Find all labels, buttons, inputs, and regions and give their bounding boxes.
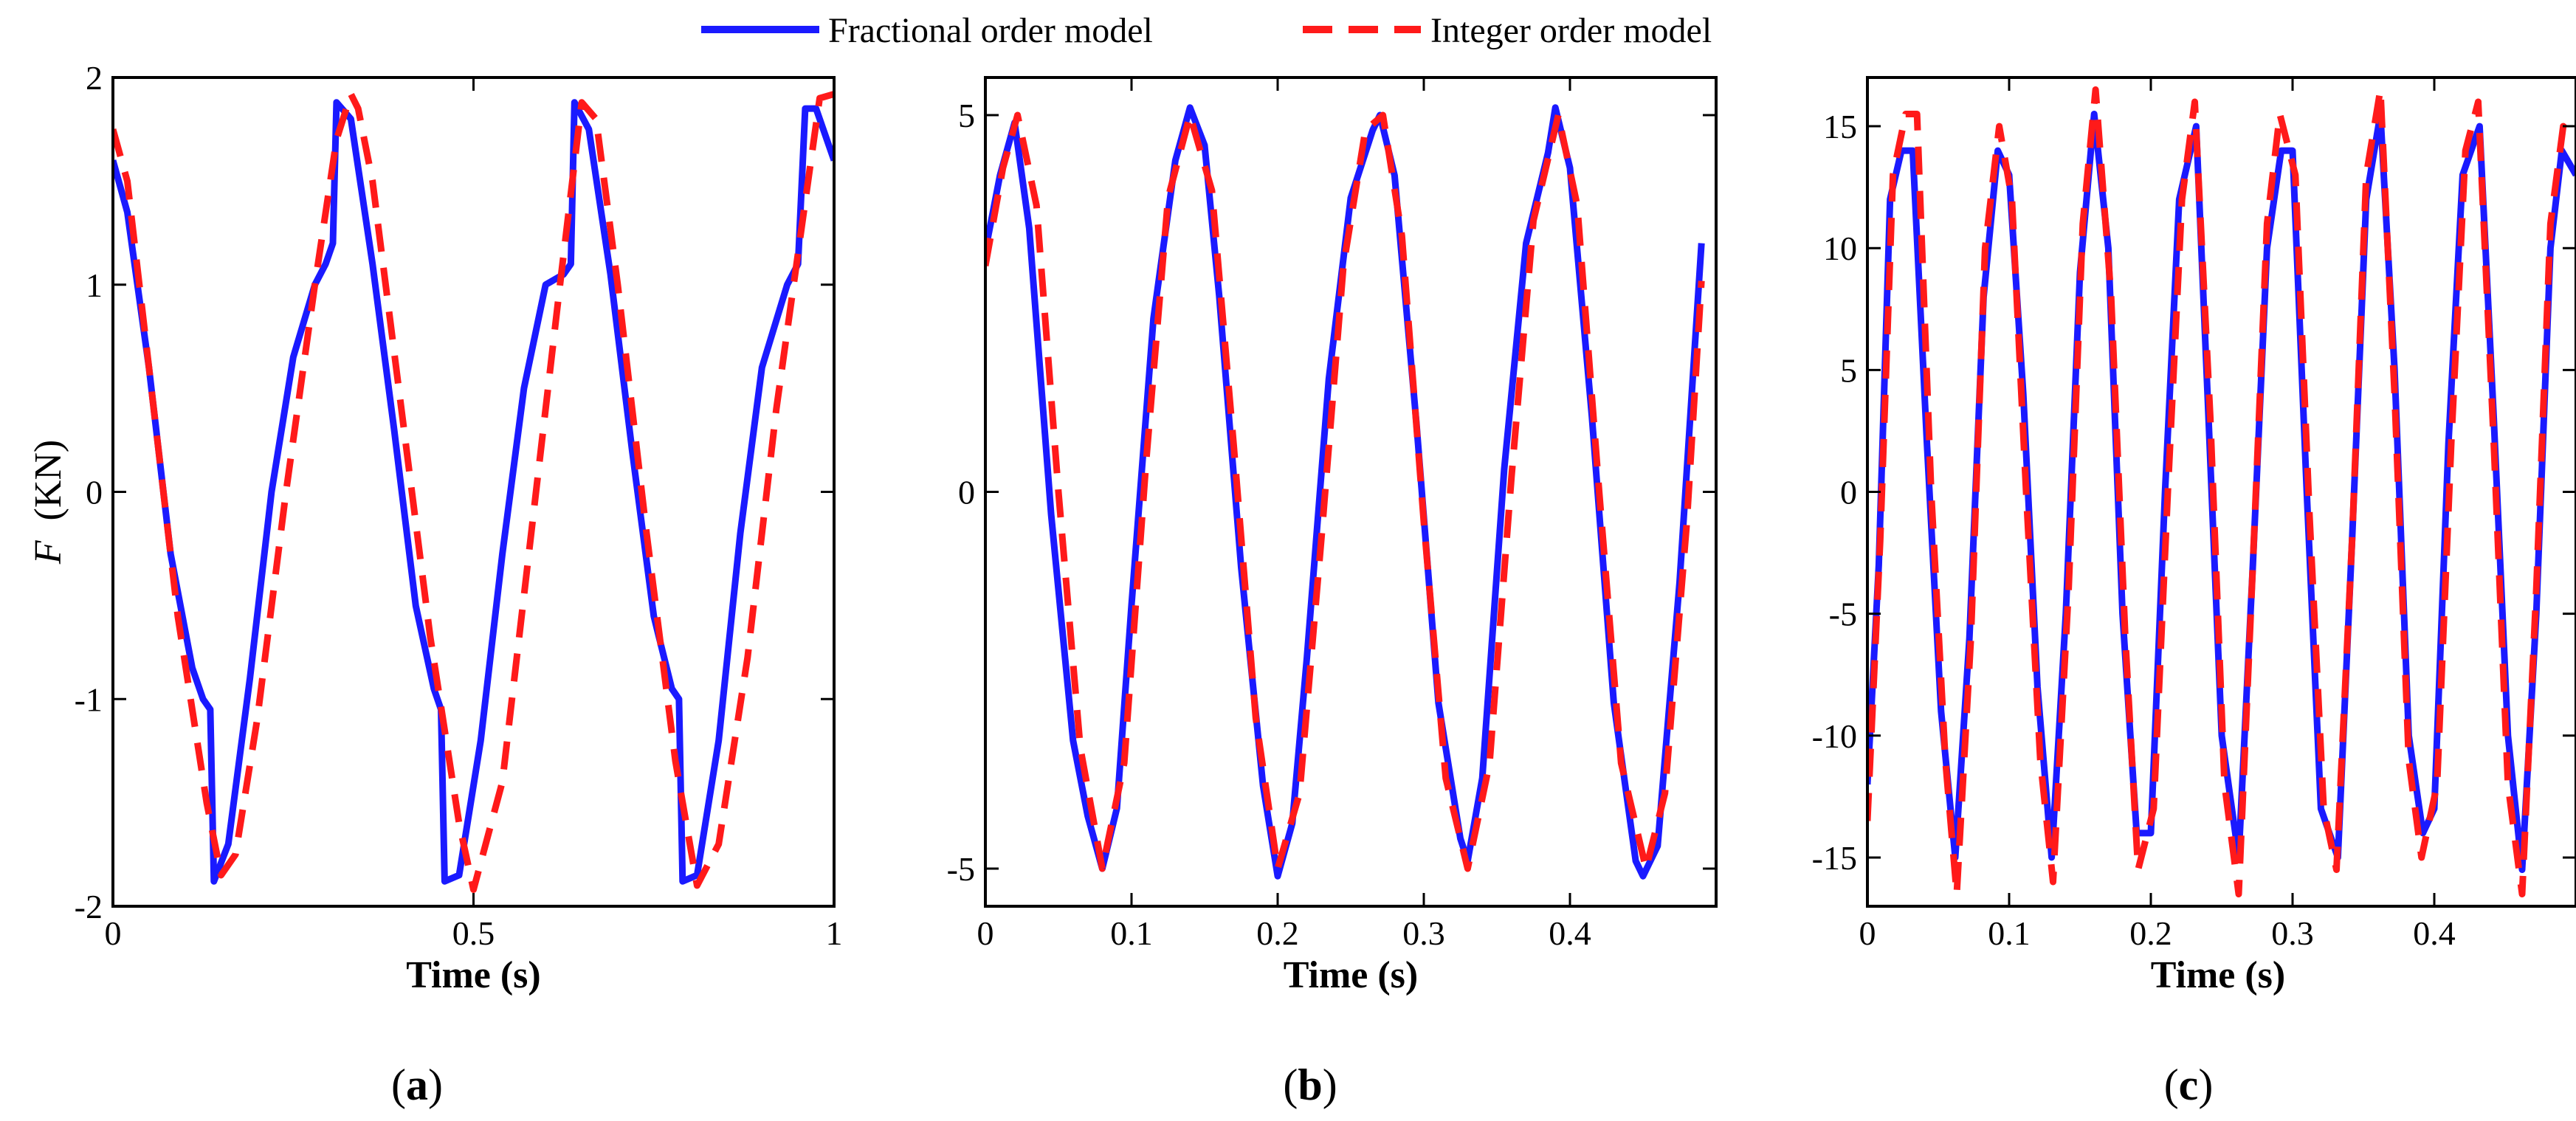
panel-b-xtick-label: 0.2 [1256, 914, 1299, 952]
panel-a-ylabel-symbol: F [27, 539, 69, 565]
panel-b-series-group [985, 104, 1705, 880]
legend-label-fractional: Fractional order model [828, 11, 1153, 50]
panel-c-ytick-label: -5 [1829, 596, 1857, 633]
panel-a-series-fractional-line [113, 99, 834, 885]
panel-c-xtick-label: 0 [1859, 914, 1876, 952]
panel-c-ytick-label: 10 [1823, 230, 1857, 267]
panel-label-c-letter: c [2179, 1060, 2199, 1109]
panel-a-ytick-label: -2 [75, 888, 103, 925]
panel-a-ytick-label: 0 [86, 474, 103, 511]
panel-c-ytick-label: 0 [1840, 474, 1857, 511]
legend: Fractional order model Integer order mod… [701, 11, 1712, 50]
panel-c-xlabel: Time (s) [2151, 954, 2285, 996]
panel-a-series-group [113, 91, 834, 893]
panel-b-xtick-label: 0 [977, 914, 994, 952]
panel-a-ylabel: F (KN) [27, 440, 69, 565]
panel-b-series-integer-line [985, 111, 1705, 872]
panel-a-xtick-label: 1 [826, 914, 843, 952]
panel-c-series-group [1867, 86, 2576, 897]
panel-c-ytick-label: -10 [1812, 717, 1857, 755]
panel-label-b: (b) [1283, 1060, 1337, 1109]
panel-b-xtick-label: 0.3 [1402, 914, 1445, 952]
panel-label-b-letter: b [1298, 1060, 1322, 1109]
panel-label-a: (a) [391, 1060, 443, 1109]
panel-c-series-integer-line [1867, 86, 2576, 897]
panel-a-series-integer-line [113, 91, 834, 893]
panel-b-ytick-label: 5 [958, 97, 975, 134]
panel-a-xtick-label: 0 [105, 914, 122, 952]
panel-a-ytick-label: 2 [86, 59, 103, 97]
panel-b-series-fractional-line [985, 104, 1705, 880]
panel-a-xlabel: Time (s) [406, 954, 540, 996]
panel-b-ytick-label: -5 [947, 850, 975, 888]
panel-b-xtick-label: 0.4 [1549, 914, 1591, 952]
panel-c-xtick-label: 0.3 [2271, 914, 2314, 952]
panel-a-ytick-label: 1 [86, 266, 103, 304]
panel-label-a-letter: a [406, 1060, 428, 1109]
panel-b-xlabel: Time (s) [1284, 954, 1418, 996]
panel-a-ytick-label: -1 [75, 680, 103, 718]
panel-c-ytick-label: -15 [1812, 839, 1857, 877]
panel-b-xtick-label: 0.1 [1110, 914, 1153, 952]
panel-c-xtick-label: 0.4 [2413, 914, 2456, 952]
panel-a-ylabel-unit: (KN) [27, 440, 69, 521]
panel-c-ytick-label: 5 [1840, 351, 1857, 389]
panel-label-c: (c) [2164, 1060, 2214, 1109]
legend-label-integer: Integer order model [1430, 11, 1712, 50]
panel-a-xtick-label: 0.5 [452, 914, 495, 952]
panel-c-ytick-label: 15 [1823, 108, 1857, 145]
panel-c-xtick-label: 0.2 [2129, 914, 2172, 952]
panel-c-xtick-label: 0.1 [1988, 914, 2031, 952]
panel-a-plot: 0 0.5 1 -2 -1 0 1 2 Time (s) [75, 59, 843, 996]
panel-c-plot: 0 0.1 0.2 0.3 0.4 -15 -10 -5 0 5 10 15 Time (s) [1812, 76, 2576, 996]
panel-b-ytick-label: 0 [958, 474, 975, 511]
